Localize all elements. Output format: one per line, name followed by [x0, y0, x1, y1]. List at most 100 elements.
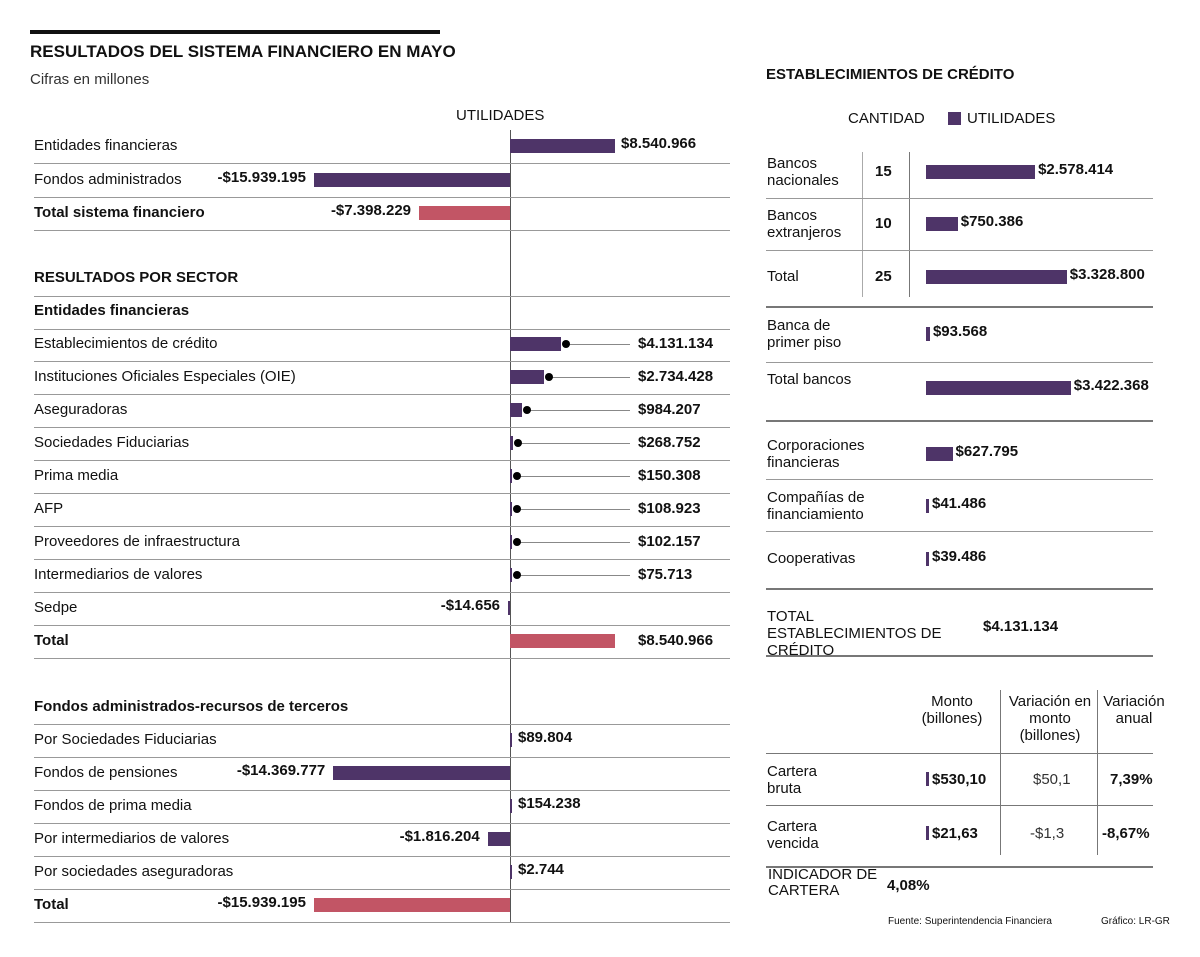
leader-line	[516, 476, 630, 477]
total-establecimientos-label: TOTAL ESTABLECIMIENTOS DE CRÉDITO	[767, 608, 942, 659]
divider	[34, 526, 730, 527]
divider	[34, 427, 730, 428]
value-label: $627.795	[955, 443, 1019, 460]
cartera-monto: $530,10	[932, 771, 987, 788]
bar	[926, 165, 1036, 179]
cartera-anual: 7,39%	[1110, 771, 1153, 788]
divider	[34, 592, 730, 593]
value-label: -$1.816.204	[399, 828, 480, 845]
cartera-variacion: $50,1	[1033, 771, 1071, 788]
bar	[510, 370, 544, 384]
column-divider	[1097, 690, 1098, 855]
bar	[510, 337, 561, 351]
leader-line	[564, 344, 630, 345]
indicador-label: INDICADOR DE CARTERA	[768, 866, 878, 899]
divider	[34, 196, 730, 198]
row-label: Sociedades Fiduciarias	[34, 434, 190, 451]
cartera-label: Cartera vencida	[767, 818, 819, 852]
group-title: Entidades financieras	[34, 302, 190, 319]
value-label: $3.422.368	[1073, 377, 1149, 394]
bar	[926, 552, 929, 566]
row-label: Prima media	[34, 467, 119, 484]
value-label: $154.238	[518, 795, 581, 812]
leader-line	[547, 377, 630, 378]
row-label: Cooperativas	[767, 550, 856, 567]
bar	[487, 832, 510, 846]
row-label: Bancos extranjeros	[767, 207, 842, 241]
leader-line	[517, 443, 630, 444]
subtitle: Cifras en millones	[30, 71, 150, 88]
value-label: $75.713	[638, 566, 693, 583]
divider	[766, 250, 1153, 251]
row-label: Total	[767, 268, 799, 285]
row-label: Corporaciones financieras	[767, 437, 865, 471]
value-label: $268.752	[638, 434, 701, 451]
row-label: Por Sociedades Fiduciarias	[34, 731, 217, 748]
value-label: $2.744	[518, 861, 564, 878]
divider	[34, 230, 730, 231]
row-label: Por intermediarios de valores	[34, 830, 230, 847]
bar	[926, 327, 930, 341]
divider	[34, 394, 730, 395]
title-rule	[30, 30, 440, 34]
row-label: Sedpe	[34, 599, 78, 616]
dot-marker	[523, 406, 532, 414]
leader-line	[516, 542, 630, 543]
bar	[510, 469, 512, 483]
bar	[333, 766, 510, 780]
value-label: $2.578.414	[1038, 161, 1114, 178]
divider	[766, 362, 1153, 363]
value-label: $3.328.800	[1069, 266, 1145, 283]
value-label: -$15.939.195	[217, 168, 306, 186]
divider	[34, 790, 730, 791]
value-label: -$14.656	[440, 597, 500, 614]
dot-marker	[513, 505, 521, 513]
cartera-bar	[926, 772, 929, 786]
row-label: Intermediarios de valores	[34, 566, 203, 583]
divider	[766, 198, 1153, 199]
value-label: $108.923	[638, 500, 701, 517]
value-label: $102.157	[638, 533, 701, 550]
row-label: Total	[34, 896, 69, 913]
value-label: -$15.939.195	[217, 894, 306, 911]
divider	[34, 296, 730, 297]
column-divider	[862, 152, 863, 297]
divider	[34, 856, 730, 857]
row-label: Por sociedades aseguradoras	[34, 863, 234, 880]
credit-title: ESTABLECIMIENTOS DE CRÉDITO	[766, 66, 1015, 83]
bar	[926, 499, 929, 513]
axis-label: UTILIDADES	[456, 107, 545, 124]
legend-utilidades: UTILIDADES	[967, 110, 1056, 127]
divider	[34, 460, 730, 461]
dot-marker	[561, 340, 570, 348]
divider	[34, 823, 730, 824]
divider	[34, 889, 730, 890]
bar	[508, 601, 510, 615]
header-monto: Monto (billones)	[921, 693, 983, 727]
bar	[926, 447, 953, 461]
total-establecimientos-value: $4.131.134	[983, 618, 1059, 635]
divider	[34, 329, 730, 330]
divider	[34, 922, 730, 923]
divider	[766, 306, 1153, 308]
bar	[510, 139, 616, 153]
value-label: -$14.369.777	[236, 762, 326, 779]
credit: Gráfico: LR-GR	[1101, 916, 1170, 927]
cantidad-value: 25	[875, 268, 892, 285]
dot-marker	[513, 538, 521, 546]
row-label: Total bancos	[767, 371, 852, 388]
source: Fuente: Superintendencia Financiera	[888, 916, 1052, 927]
divider	[766, 655, 1153, 657]
divider	[34, 361, 730, 362]
divider	[34, 559, 730, 560]
leader-line	[516, 575, 630, 576]
row-label: Banca de primer piso	[767, 317, 842, 351]
bar	[926, 381, 1071, 395]
value-label: $150.308	[638, 467, 701, 484]
divider	[766, 805, 1153, 806]
bar	[510, 403, 523, 417]
column-divider	[909, 152, 910, 297]
value-label: $41.486	[932, 495, 987, 512]
value-label: $93.568	[932, 323, 988, 340]
value-label: $39.486	[932, 548, 987, 565]
